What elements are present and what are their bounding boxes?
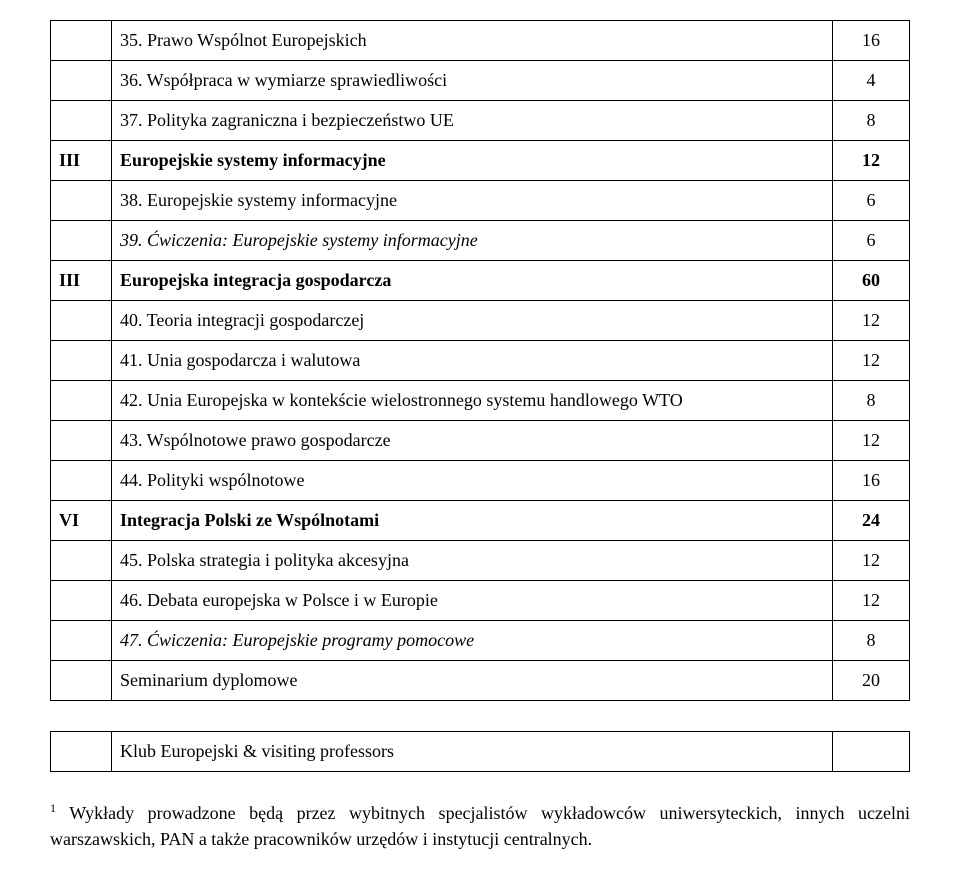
- row-roman: [51, 732, 112, 772]
- row-roman: III: [51, 261, 112, 301]
- row-roman: [51, 541, 112, 581]
- table-row: VIIntegracja Polski ze Wspólnotami24: [51, 501, 910, 541]
- course-table: 35. Prawo Wspólnot Europejskich1636. Wsp…: [50, 20, 910, 701]
- row-roman: [51, 581, 112, 621]
- row-title: 38. Europejskie systemy informacyjne: [112, 181, 833, 221]
- row-title: 44. Polityki wspólnotowe: [112, 461, 833, 501]
- row-title: 42. Unia Europejska w kontekście wielost…: [112, 381, 833, 421]
- row-title: 47. Ćwiczenia: Europejskie programy pomo…: [112, 621, 833, 661]
- row-roman: [51, 661, 112, 701]
- row-value: 8: [833, 101, 910, 141]
- row-roman: [51, 381, 112, 421]
- course-table-body: 35. Prawo Wspólnot Europejskich1636. Wsp…: [51, 21, 910, 701]
- row-title: Europejskie systemy informacyjne: [112, 141, 833, 181]
- row-title: 35. Prawo Wspólnot Europejskich: [112, 21, 833, 61]
- row-value: 12: [833, 301, 910, 341]
- row-value: 12: [833, 141, 910, 181]
- row-title: Seminarium dyplomowe: [112, 661, 833, 701]
- table-row: 38. Europejskie systemy informacyjne6: [51, 181, 910, 221]
- row-title: Klub Europejski & visiting professors: [112, 732, 833, 772]
- row-roman: [51, 301, 112, 341]
- footnote: 1 Wykłady prowadzone będą przez wybitnyc…: [50, 800, 910, 852]
- row-value: 4: [833, 61, 910, 101]
- page-container: 35. Prawo Wspólnot Europejskich1636. Wsp…: [0, 0, 960, 882]
- row-roman: [51, 61, 112, 101]
- table-row: 44. Polityki wspólnotowe16: [51, 461, 910, 501]
- row-roman: [51, 421, 112, 461]
- table-row: Klub Europejski & visiting professors: [51, 732, 910, 772]
- row-roman: [51, 621, 112, 661]
- footnote-text: Wykłady prowadzone będą przez wybitnych …: [50, 803, 910, 849]
- table-row: 41. Unia gospodarcza i walutowa12: [51, 341, 910, 381]
- row-value: 8: [833, 381, 910, 421]
- row-roman: III: [51, 141, 112, 181]
- row-roman: [51, 461, 112, 501]
- table-row: 42. Unia Europejska w kontekście wielost…: [51, 381, 910, 421]
- row-roman: [51, 101, 112, 141]
- row-value: 12: [833, 341, 910, 381]
- row-title: 40. Teoria integracji gospodarczej: [112, 301, 833, 341]
- row-title: Integracja Polski ze Wspólnotami: [112, 501, 833, 541]
- row-value: 12: [833, 581, 910, 621]
- row-value: 60: [833, 261, 910, 301]
- row-value: 8: [833, 621, 910, 661]
- row-title: 39. Ćwiczenia: Europejskie systemy infor…: [112, 221, 833, 261]
- row-title: 46. Debata europejska w Polsce i w Europ…: [112, 581, 833, 621]
- table-row: 46. Debata europejska w Polsce i w Europ…: [51, 581, 910, 621]
- table-row: 36. Współpraca w wymiarze sprawiedliwośc…: [51, 61, 910, 101]
- row-roman: VI: [51, 501, 112, 541]
- row-roman: [51, 21, 112, 61]
- row-title: 43. Wspólnotowe prawo gospodarcze: [112, 421, 833, 461]
- row-value: 24: [833, 501, 910, 541]
- row-value: 16: [833, 461, 910, 501]
- row-roman: [51, 341, 112, 381]
- row-title: 36. Współpraca w wymiarze sprawiedliwośc…: [112, 61, 833, 101]
- table-row: 43. Wspólnotowe prawo gospodarcze12: [51, 421, 910, 461]
- table-row: 47. Ćwiczenia: Europejskie programy pomo…: [51, 621, 910, 661]
- table-row: 45. Polska strategia i polityka akcesyjn…: [51, 541, 910, 581]
- table-row: IIIEuropejska integracja gospodarcza60: [51, 261, 910, 301]
- row-title: 37. Polityka zagraniczna i bezpieczeństw…: [112, 101, 833, 141]
- table-row: Seminarium dyplomowe20: [51, 661, 910, 701]
- row-value: 6: [833, 181, 910, 221]
- row-value: 16: [833, 21, 910, 61]
- row-value: [833, 732, 910, 772]
- row-title: 45. Polska strategia i polityka akcesyjn…: [112, 541, 833, 581]
- row-title: 41. Unia gospodarcza i walutowa: [112, 341, 833, 381]
- table-row: 40. Teoria integracji gospodarczej12: [51, 301, 910, 341]
- club-table: Klub Europejski & visiting professors: [50, 731, 910, 772]
- row-value: 6: [833, 221, 910, 261]
- table-row: IIIEuropejskie systemy informacyjne12: [51, 141, 910, 181]
- table-row: 37. Polityka zagraniczna i bezpieczeństw…: [51, 101, 910, 141]
- row-roman: [51, 221, 112, 261]
- row-roman: [51, 181, 112, 221]
- row-value: 20: [833, 661, 910, 701]
- table-row: 35. Prawo Wspólnot Europejskich16: [51, 21, 910, 61]
- row-value: 12: [833, 421, 910, 461]
- row-title: Europejska integracja gospodarcza: [112, 261, 833, 301]
- table-row: 39. Ćwiczenia: Europejskie systemy infor…: [51, 221, 910, 261]
- row-value: 12: [833, 541, 910, 581]
